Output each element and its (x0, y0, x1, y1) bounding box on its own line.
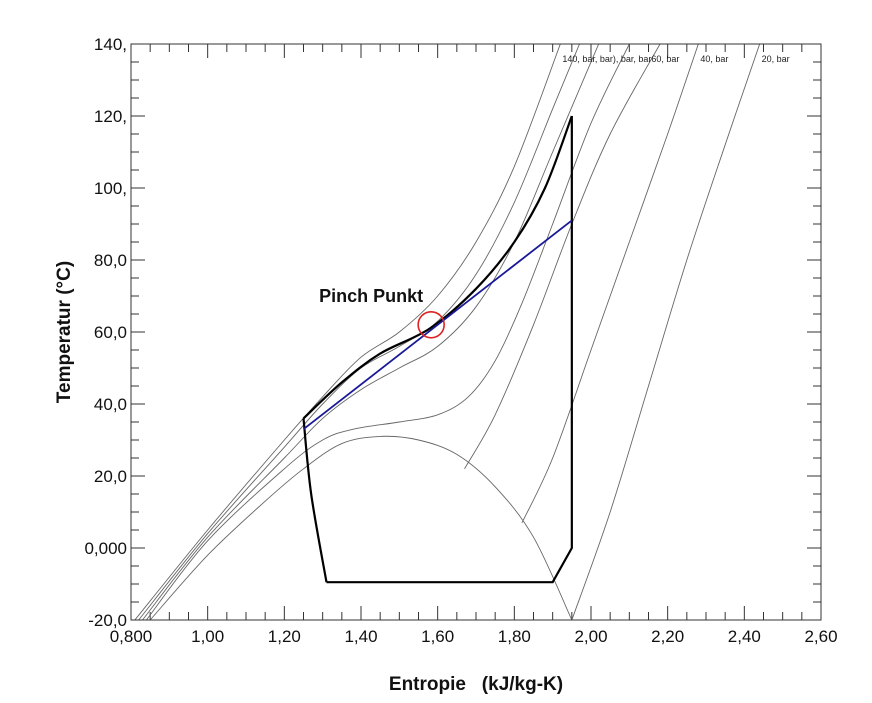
y-tick-label: -20,0 (88, 611, 127, 630)
pinch-point-marker (417, 310, 445, 339)
x-tick-label: 1,80 (498, 627, 531, 646)
pinch-point-label: Pinch Punkt (319, 286, 423, 306)
isobar-line (142, 44, 600, 620)
x-tick-label: 2,60 (804, 627, 837, 646)
y-tick-label: 120, (94, 107, 127, 126)
x-tick-label: 1,60 (421, 627, 454, 646)
isobar-line (571, 44, 761, 620)
isobar-line (521, 44, 699, 523)
y-tick-label: 40,0 (94, 395, 127, 414)
x-tick-label: 1,20 (268, 627, 301, 646)
y-axis-label: Temperatur (°C) (54, 261, 75, 403)
y-tick-label: 60,0 (94, 323, 127, 342)
cycle-line (326, 116, 573, 584)
isobar-label: 40, bar (700, 54, 728, 64)
x-axis-label: Entropie (kJ/kg-K) (389, 674, 563, 695)
isobar-line (145, 44, 630, 620)
cycle-line (302, 418, 328, 583)
x-tick-label: 0,800 (110, 627, 153, 646)
y-tick-label: 0,000 (84, 539, 127, 558)
isobar-line (464, 44, 661, 470)
isobar-label: 140, bar, bar), bar, bar60, bar (562, 54, 679, 64)
x-tick-label: 2,00 (574, 627, 607, 646)
x-tick-label: 2,20 (651, 627, 684, 646)
x-tick-label: 1,00 (191, 627, 224, 646)
isobar-line (134, 44, 561, 620)
y-tick-label: 20,0 (94, 467, 127, 486)
cycle-line (302, 115, 573, 420)
y-tick-label: 80,0 (94, 251, 127, 270)
x-tick-label: 1,40 (344, 627, 377, 646)
x-tick-label: 2,40 (728, 627, 761, 646)
saturation-dome-line (149, 435, 573, 620)
isobar-label: 20, bar (762, 54, 790, 64)
y-tick-label: 140, (94, 35, 127, 54)
heat-sink-line (302, 219, 573, 430)
plot-frame (130, 43, 822, 621)
isobar-line (138, 44, 580, 620)
y-tick-label: 100, (94, 179, 127, 198)
